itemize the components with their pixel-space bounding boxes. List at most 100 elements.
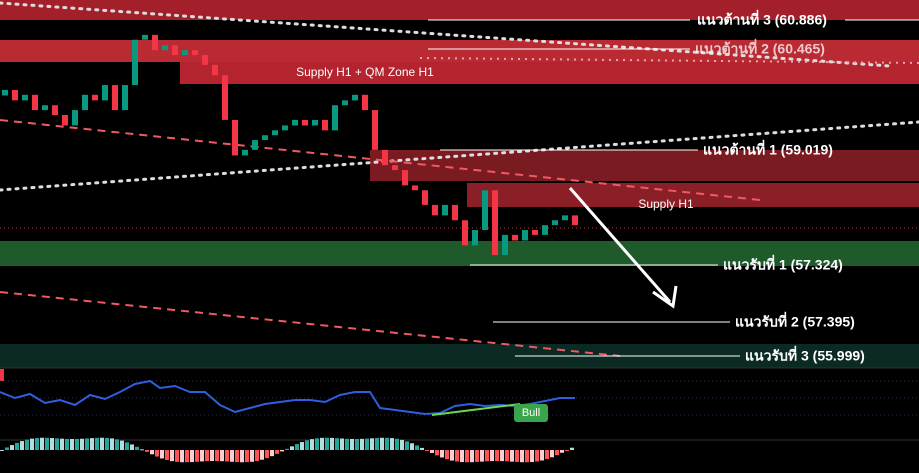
candle-body [412,185,418,191]
level-label: แนวรับที่ 1 (57.324) [723,255,843,273]
hist-bar [55,438,59,450]
candle-body [252,140,258,150]
zone-band [370,150,919,181]
hist-bar [90,438,94,450]
hist-bar [520,450,524,463]
hist-bar [435,450,439,456]
candle-body [472,230,478,246]
level-label: แนวรับที่ 2 (57.395) [735,312,855,330]
hist-bar [0,450,4,451]
hist-bar [140,449,144,451]
hist-bar [105,437,109,450]
arrow-shaft [568,187,672,303]
zone-band [0,40,919,62]
candle-body [492,190,498,256]
hist-bar [190,450,194,463]
badge [514,404,548,422]
hist-bar [40,437,44,450]
hist-bar [155,450,159,457]
hist-bar [480,450,484,462]
hist-bar [495,450,499,462]
candle-body [82,94,88,111]
hist-bar [440,450,444,458]
zone-band [180,62,919,84]
hist-bar [430,450,434,453]
hist-bar [350,438,354,450]
candle-body [522,230,528,241]
hist-bar [405,441,409,450]
hist-bar [525,450,529,463]
hist-bar [515,450,519,462]
candle-body [312,119,318,126]
hist-bar [255,450,259,461]
hist-bar [335,438,339,450]
candle-body [362,94,368,111]
candle-body [32,94,38,111]
hist-bar [10,445,14,450]
candle-body [62,115,68,126]
candle-body [12,89,18,101]
hist-bar [340,438,344,450]
candle-body [282,125,288,131]
rsi-line [0,379,575,416]
candle-body [422,190,428,205]
hist-bar [500,450,504,462]
hist-bar [325,437,329,450]
hist-bar [220,450,224,462]
hist-bar [395,438,399,450]
hist-bar [225,450,229,462]
hist-bar [265,450,269,459]
hist-bar [370,438,374,450]
hist-bar [150,450,154,455]
hist-bar [215,450,219,462]
candle-body [142,34,148,40]
candle-body [332,105,338,131]
hist-bar [205,450,209,462]
hist-bar [545,450,549,460]
hist-bar [250,450,254,462]
hist-bar [290,446,294,450]
hist-bar [195,450,199,462]
hist-bar [365,438,369,450]
hist-bar [360,438,364,450]
candle-body [262,135,268,141]
level-lines [428,19,919,357]
candle-body [22,94,28,101]
hist-bar [530,450,534,463]
hist-bar [300,442,304,450]
candle-body [552,220,558,226]
hist-bar [115,439,119,450]
candle-body [572,215,578,226]
hist-bar [460,450,464,463]
hist-bar [260,450,264,460]
hist-bar [110,438,114,450]
hist-bar [245,450,249,463]
hist-bar [410,443,414,450]
candle-body [112,85,118,111]
badge-label: Bull [522,407,540,419]
hist-bar [415,445,419,450]
hist-bar [15,442,19,450]
candle-body [382,149,388,166]
hist-bar [125,442,129,450]
candle-body [242,149,248,156]
hist-bar [175,450,179,462]
candle-body [532,230,538,235]
hist-bar [455,450,459,462]
zone-label: Supply H1 + QM Zone H1 [296,65,434,79]
hist-bar [475,450,479,462]
hist-bar [165,450,169,461]
hist-bar [450,450,454,461]
hist-bar [280,450,284,452]
hist-bar [295,444,299,450]
hist-bar [540,450,544,461]
hist-bar [465,450,469,463]
hist-bar [560,450,564,453]
candle-body [502,234,508,256]
histogram [0,437,574,463]
candle-body [452,204,458,221]
hist-bar [315,438,319,450]
hist-bar [485,450,489,462]
hist-bar [235,450,239,463]
